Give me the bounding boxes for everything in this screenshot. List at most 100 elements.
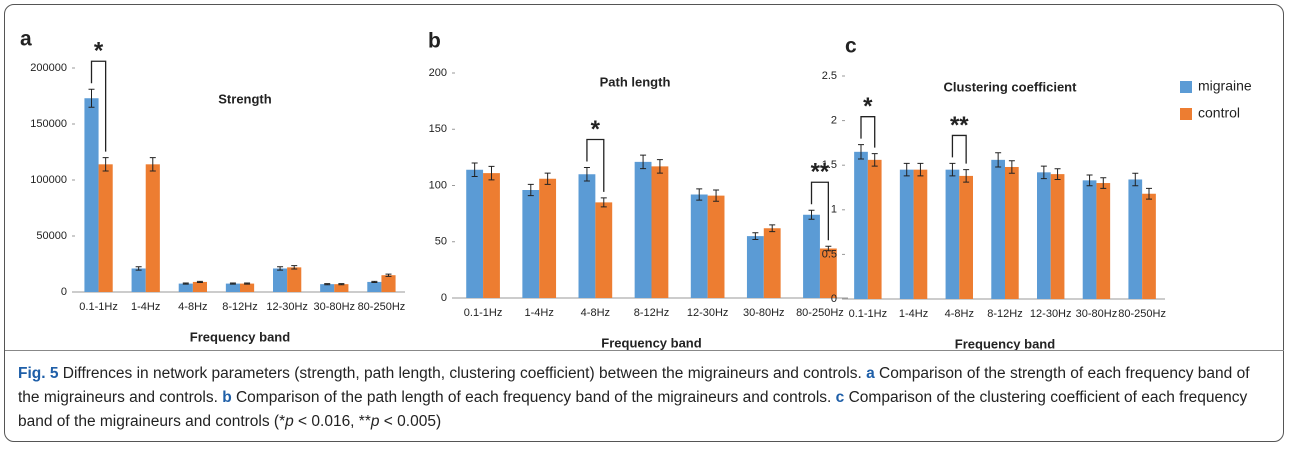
error-bar xyxy=(196,280,203,283)
y-tick-label: 0 xyxy=(831,293,837,305)
bar xyxy=(595,202,613,298)
bar xyxy=(334,284,349,292)
x-tick-label: 80-250Hz xyxy=(796,307,844,319)
error-bar xyxy=(858,144,864,160)
bar xyxy=(959,175,973,299)
y-tick-label: 50 xyxy=(435,236,447,248)
bar xyxy=(763,228,781,298)
x-tick-label: 1-4Hz xyxy=(131,301,160,313)
error-bar xyxy=(917,162,924,177)
x-axis-label: Frequency band xyxy=(190,329,290,344)
panel-label: b xyxy=(428,30,441,53)
error-bar xyxy=(102,157,109,172)
bar xyxy=(98,164,113,292)
bar xyxy=(273,268,288,292)
x-tick-label: 4-8Hz xyxy=(945,308,974,320)
bar xyxy=(634,161,652,298)
x-tick-label: 30-80Hz xyxy=(313,301,355,313)
figure-frame xyxy=(4,4,1284,442)
error-bar xyxy=(995,152,1002,168)
error-bar xyxy=(1008,160,1015,174)
bar xyxy=(178,283,193,292)
x-tick-label: 80-250Hz xyxy=(1118,308,1166,320)
bar xyxy=(145,164,160,292)
x-tick-label: 8-12Hz xyxy=(222,301,257,313)
legend-swatch xyxy=(1180,81,1192,93)
error-bar xyxy=(1132,172,1139,187)
chart-title: Strength xyxy=(218,91,272,106)
significance-label: * xyxy=(94,38,104,65)
error-bar xyxy=(88,88,95,108)
bar xyxy=(690,194,708,298)
legend-label: control xyxy=(1198,105,1240,121)
error-bar xyxy=(291,265,298,270)
y-tick-label: 0.5 xyxy=(822,248,837,260)
error-bar xyxy=(825,245,832,252)
bar xyxy=(578,174,596,298)
significance-label: * xyxy=(863,93,873,120)
panel-label: c xyxy=(845,35,857,58)
error-bar xyxy=(527,183,534,197)
y-tick-label: 100 xyxy=(429,179,447,191)
error-bar xyxy=(713,189,720,202)
x-axis-label: Frequency band xyxy=(601,335,701,350)
significance-label: ** xyxy=(950,112,969,139)
error-bar xyxy=(544,172,551,185)
bar xyxy=(803,214,820,298)
y-tick-label: 100000 xyxy=(30,174,67,186)
error-bar xyxy=(871,153,878,167)
error-bar xyxy=(471,162,478,177)
x-axis-label: Frequency band xyxy=(955,336,1055,350)
bar xyxy=(913,169,928,299)
error-bar xyxy=(182,282,189,285)
error-bar xyxy=(769,224,776,233)
chart-title: Clustering coefficient xyxy=(944,79,1078,94)
error-bar xyxy=(1146,187,1152,200)
error-bar xyxy=(656,159,663,174)
x-tick-label: 8-12Hz xyxy=(987,308,1022,320)
error-bar xyxy=(949,162,956,177)
y-tick-label: 0 xyxy=(61,286,67,298)
x-tick-label: 12-30Hz xyxy=(687,307,729,319)
error-bar xyxy=(338,283,345,286)
y-tick-label: 2 xyxy=(831,115,837,127)
bar xyxy=(225,283,240,292)
x-tick-label: 0.1-1Hz xyxy=(464,307,503,319)
bar xyxy=(1128,179,1143,299)
error-bar xyxy=(371,280,378,283)
error-bar xyxy=(903,162,910,177)
error-bar xyxy=(385,273,392,277)
caption-text: p xyxy=(370,413,380,430)
separator xyxy=(5,350,1284,351)
y-tick-label: 200 xyxy=(429,67,447,79)
x-tick-label: 12-30Hz xyxy=(1030,308,1072,320)
error-bar xyxy=(696,188,703,201)
y-tick-label: 200000 xyxy=(30,62,67,74)
bar xyxy=(707,195,725,298)
bar xyxy=(522,190,540,298)
bar xyxy=(466,169,484,298)
legend-swatch xyxy=(1180,108,1192,120)
caption-text: b xyxy=(222,389,232,406)
significance-bracket xyxy=(951,134,967,164)
error-bar xyxy=(1100,177,1107,189)
x-tick-label: 0.1-1Hz xyxy=(849,308,888,320)
bar xyxy=(539,178,557,298)
error-bar xyxy=(752,232,759,240)
y-tick-label: 150 xyxy=(429,123,447,135)
panel-label: a xyxy=(20,28,32,51)
caption-text: Diffrences in network parameters (streng… xyxy=(58,365,867,382)
bar xyxy=(1082,180,1097,299)
x-tick-label: 4-8Hz xyxy=(581,307,610,319)
bar xyxy=(1096,183,1111,299)
error-bar xyxy=(488,165,495,181)
error-bar xyxy=(583,167,590,182)
caption-text: c xyxy=(835,389,845,406)
x-tick-label: 8-12Hz xyxy=(634,307,669,319)
x-tick-label: 12-30Hz xyxy=(266,301,308,313)
significance-bracket xyxy=(810,181,829,241)
error-bar xyxy=(808,209,815,220)
error-bar xyxy=(1086,174,1093,187)
y-tick-label: 0 xyxy=(441,292,447,304)
